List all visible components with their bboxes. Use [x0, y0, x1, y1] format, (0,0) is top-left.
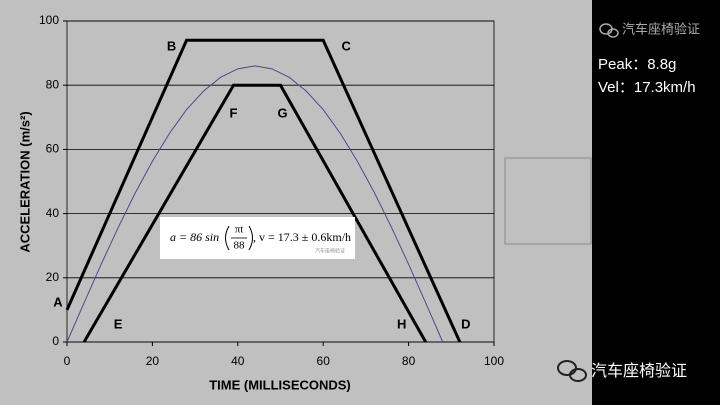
icon-bubble [557, 360, 577, 376]
formula-watermark: 汽车座椅验证 [315, 247, 345, 254]
side-brand: 汽车座椅验证 [622, 21, 700, 36]
x-tick-label: 20 [146, 354, 160, 368]
y-tick-label: 40 [46, 206, 60, 220]
icon-bubble [569, 368, 587, 382]
icon-bubble [607, 28, 619, 38]
y-tick-label: 60 [46, 142, 60, 156]
vel-text: Vel：17.3km/h [598, 79, 696, 96]
y-axis-title: ACCELERATION (m/s²) [17, 111, 32, 252]
series-line [66, 65, 444, 343]
formula-lhs: a = 86 sin [170, 230, 219, 244]
x-tick-label: 60 [317, 354, 331, 368]
paren [225, 225, 230, 251]
point-label: F [230, 106, 238, 121]
legend-box [504, 157, 592, 245]
formula-num: πt [235, 224, 244, 236]
point-label: A [53, 294, 63, 309]
formula-rhs: , v = 17.3 ± 0.6km/h [253, 230, 351, 244]
x-tick-label: 0 [64, 354, 71, 368]
x-axis-title: TIME (MILLISECONDS) [209, 377, 351, 392]
series-line [82, 83, 427, 343]
formula-box: a = 86 sin πt 88 , v = 17.3 ± 0.6km/h 汽车… [160, 217, 355, 259]
footer-brand: 汽车座椅验证 [591, 362, 687, 380]
side-panel [592, 0, 720, 405]
point-label: H [397, 316, 406, 331]
plot-frame [66, 20, 495, 343]
footer-icon [557, 360, 587, 382]
point-label: G [277, 106, 287, 121]
point-label: D [461, 316, 470, 331]
y-tick-label: 100 [39, 13, 59, 27]
formula-den: 88 [234, 240, 246, 252]
formula-bg [160, 217, 355, 259]
series-line [65, 38, 462, 343]
peak-text: Peak：8.8g [598, 56, 676, 73]
y-tick-label: 20 [46, 270, 60, 284]
x-tick-label: 40 [231, 354, 245, 368]
point-label: B [167, 39, 176, 54]
x-tick-label: 80 [402, 354, 416, 368]
y-tick-label: 80 [46, 77, 60, 91]
paren [248, 225, 253, 251]
point-label: E [114, 316, 123, 331]
point-label: C [342, 39, 352, 54]
brand-icon [599, 23, 619, 38]
y-tick-label: 0 [52, 334, 59, 348]
x-tick-label: 100 [484, 354, 504, 368]
